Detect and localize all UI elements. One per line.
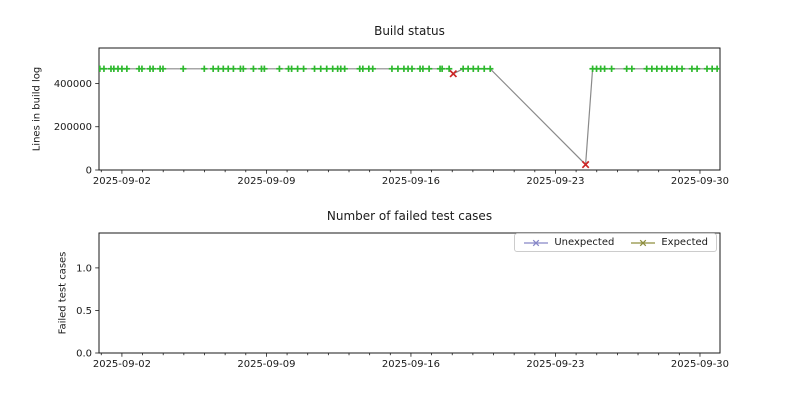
x-tick-label: 2025-09-23 [526, 176, 584, 187]
plot-border [98, 232, 721, 354]
build-status-title: Build status [374, 24, 445, 38]
x-tick-label: 2025-09-23 [526, 359, 584, 370]
x-tick-label: 2025-09-09 [237, 359, 295, 370]
unexpected-line-marker-icon [524, 239, 549, 246]
x-tick-label: 2025-09-02 [93, 176, 151, 187]
y-tick-label: 0.0 [76, 349, 92, 360]
y-tick-label: 1.0 [76, 263, 92, 274]
x-axis-ticks [100, 170, 701, 174]
x-tick-label: 2025-09-16 [382, 359, 440, 370]
x-tick-label: 2025-09-09 [237, 176, 295, 187]
x-axis-ticks [100, 353, 701, 357]
legend-item-unexpected: Unexpected [523, 237, 614, 248]
legend-label-unexpected: Unexpected [554, 237, 615, 248]
y-tick-label: 200000 [54, 122, 92, 133]
failed-tests-ylabel: Failed test cases [57, 251, 69, 335]
expected-line-marker-icon [631, 239, 656, 246]
x-tick-label: 2025-09-02 [93, 359, 151, 370]
series-successful-build [99, 65, 720, 72]
trend-line [99, 68, 718, 166]
y-tick-label: 0 [86, 166, 92, 177]
x-tick-label: 2025-09-30 [671, 176, 729, 187]
plot-border [98, 47, 721, 171]
x-tick-label: 2025-09-16 [382, 176, 440, 187]
chart-1: 2025-09-02 2025-09-09 2025-09-16 2025-09-23… [76, 232, 729, 370]
legend: Unexpected Expected [514, 233, 717, 252]
series-failed-build [449, 69, 590, 169]
build-status-ylabel: Lines in build log [31, 66, 43, 152]
x-tick-label: 2025-09-30 [671, 359, 729, 370]
failed-tests-title: Number of failed test cases [326, 209, 493, 223]
y-tick-label: 400000 [54, 79, 92, 90]
legend-label-expected: Expected [661, 237, 708, 248]
chart-0: 2025-09-02 2025-09-09 2025-09-16 2025-09-23… [54, 47, 729, 187]
y-tick-label: 0.5 [76, 306, 92, 317]
legend-item-expected: Expected [630, 237, 708, 248]
